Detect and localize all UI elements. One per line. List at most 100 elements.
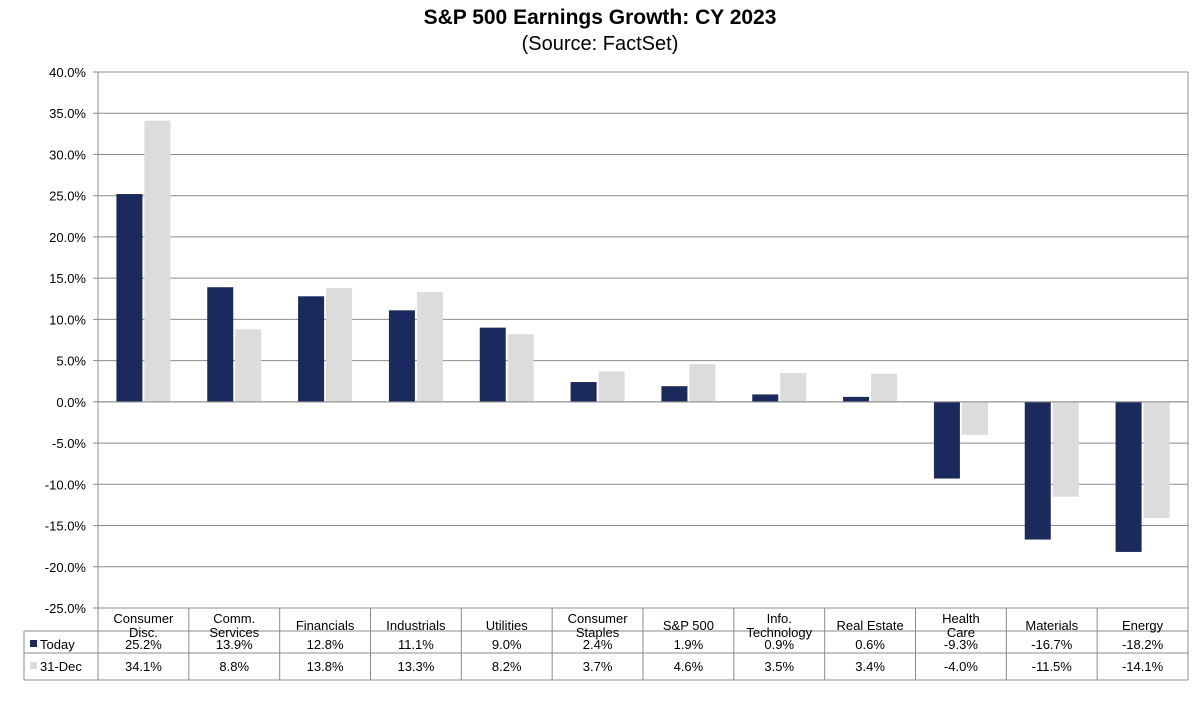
data-label: -9.3% xyxy=(944,637,978,652)
bar-today xyxy=(388,310,415,402)
category-label: Energy xyxy=(1122,618,1164,633)
bar-today xyxy=(207,287,234,402)
category-label-line: Industrials xyxy=(386,618,446,633)
category-label-line: Utilities xyxy=(486,618,528,633)
gridlines xyxy=(98,71,1188,609)
bar-today xyxy=(298,296,325,402)
category-label-line: Care xyxy=(947,625,975,640)
y-tick-label: -15.0% xyxy=(45,519,87,534)
bar-dec31 xyxy=(1052,401,1079,497)
bar-today xyxy=(479,327,506,402)
bar-dec31 xyxy=(780,372,807,402)
bar-dec31 xyxy=(144,120,171,402)
category-label: Materials xyxy=(1025,618,1078,633)
data-label: 8.8% xyxy=(219,659,249,674)
category-label: Comm. Services xyxy=(209,611,259,640)
bar-dec31 xyxy=(598,371,625,402)
bar-today xyxy=(116,194,143,402)
bar-dec31 xyxy=(507,334,534,402)
category-label-line: Financials xyxy=(296,618,355,633)
category-label: Industrials xyxy=(386,618,446,633)
legend-swatch xyxy=(30,662,37,669)
legend-label: Today xyxy=(40,637,75,652)
bar-today xyxy=(843,396,870,402)
axes: 40.0% 35.0% 30.0% 25.0% 20.0% 15.0% 10.0% 5.0% 0… xyxy=(45,65,1189,680)
category-label-line: Materials xyxy=(1025,618,1078,633)
category-label-line: Real Estate xyxy=(836,618,903,633)
category-label-line: S&P 500 xyxy=(663,618,714,633)
data-label: 4.6% xyxy=(674,659,704,674)
bar-dec31 xyxy=(961,401,988,435)
y-tick-label: 20.0% xyxy=(49,230,86,245)
data-label: 12.8% xyxy=(307,637,344,652)
data-label: 13.8% xyxy=(307,659,344,674)
bar-today xyxy=(661,386,688,402)
legend-label: 31-Dec xyxy=(40,659,82,674)
legend-swatch xyxy=(30,640,37,647)
y-tick-label: -20.0% xyxy=(45,560,87,575)
bar-today xyxy=(1024,401,1051,540)
y-tick-label: -5.0% xyxy=(52,436,86,451)
data-label: 3.5% xyxy=(764,659,794,674)
data-label: 0.9% xyxy=(764,637,794,652)
category-label-line: Consumer xyxy=(568,611,629,626)
bar-today xyxy=(570,382,597,402)
chart-title: S&P 500 Earnings Growth: CY 2023 xyxy=(424,6,777,29)
category-label: Health Care xyxy=(942,611,980,640)
data-label: 9.0% xyxy=(492,637,522,652)
data-label: -4.0% xyxy=(944,659,978,674)
category-label-line: Health xyxy=(942,611,980,626)
category-label-line: Staples xyxy=(576,625,620,640)
data-label: 3.7% xyxy=(583,659,613,674)
data-label: 0.6% xyxy=(855,637,885,652)
data-label: 13.3% xyxy=(397,659,434,674)
category-label: S&P 500 xyxy=(663,618,714,633)
category-label: Financials xyxy=(296,618,355,633)
bar-dec31 xyxy=(416,292,443,402)
category-label: Consumer Staples xyxy=(568,611,629,640)
data-label: -18.2% xyxy=(1122,637,1164,652)
data-label: 3.4% xyxy=(855,659,885,674)
y-tick-label: 40.0% xyxy=(49,65,86,80)
data-label: 1.9% xyxy=(674,637,704,652)
bar-today xyxy=(933,401,960,479)
data-label: 8.2% xyxy=(492,659,522,674)
data-label: -16.7% xyxy=(1031,637,1073,652)
bar-dec31 xyxy=(326,288,353,402)
category-label: Utilities xyxy=(486,618,528,633)
y-tick-label: 5.0% xyxy=(56,354,86,369)
category-label: Real Estate xyxy=(836,618,903,633)
y-tick-label: 30.0% xyxy=(49,147,86,162)
category-label-line: Technology xyxy=(746,625,812,640)
data-label: 2.4% xyxy=(583,637,613,652)
category-label-line: Energy xyxy=(1122,618,1164,633)
data-label: 34.1% xyxy=(125,659,162,674)
y-tick-label: -25.0% xyxy=(45,601,87,616)
data-label: 13.9% xyxy=(216,637,253,652)
bar-dec31 xyxy=(1143,401,1170,519)
category-label: Info. Technology xyxy=(746,611,812,640)
y-tick-label: 10.0% xyxy=(49,312,86,327)
category-label-line: Info. xyxy=(767,611,792,626)
bar-today xyxy=(1115,401,1142,552)
y-tick-label: -10.0% xyxy=(45,477,87,492)
y-tick-label: 0.0% xyxy=(56,395,86,410)
category-label-line: Consumer xyxy=(113,611,174,626)
bar-dec31 xyxy=(689,363,716,402)
category-label-line: Comm. xyxy=(213,611,255,626)
data-label: 25.2% xyxy=(125,637,162,652)
bar-dec31 xyxy=(871,373,898,402)
bars xyxy=(116,120,1170,552)
y-tick-label: 15.0% xyxy=(49,271,86,286)
data-label: -11.5% xyxy=(1032,659,1073,674)
chart-subtitle: (Source: FactSet) xyxy=(522,33,679,55)
category-label-line: Services xyxy=(209,625,259,640)
category-label-line: Disc. xyxy=(129,625,158,640)
y-tick-label: 35.0% xyxy=(49,106,86,121)
data-table: Consumer Disc.Comm. Services Financials Indu… xyxy=(23,607,1188,681)
bar-today xyxy=(752,394,779,402)
data-label: 11.1% xyxy=(398,637,434,652)
data-label: -14.1% xyxy=(1122,659,1164,674)
